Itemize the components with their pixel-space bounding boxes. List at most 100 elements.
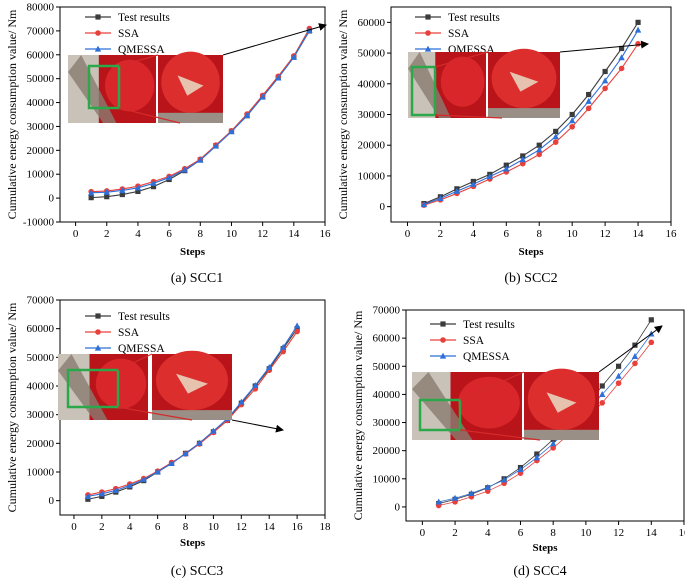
x-tick-label: 0 xyxy=(73,228,79,240)
legend-label: Test results xyxy=(118,12,170,24)
y-tick-label: 60000 xyxy=(373,333,401,345)
x-tick-label: 6 xyxy=(518,527,524,539)
data-point xyxy=(517,466,524,473)
inset-connector-line xyxy=(434,114,503,119)
y-tick-label: 0 xyxy=(380,201,386,213)
x-axis-label: Steps xyxy=(518,246,544,258)
data-point xyxy=(212,142,220,149)
data-point xyxy=(98,490,106,497)
data-point xyxy=(84,492,92,499)
legend-label: Test results xyxy=(463,319,515,331)
inset-connector-line xyxy=(118,107,181,124)
series-line xyxy=(438,333,652,503)
series-line xyxy=(423,22,639,205)
legend-marker xyxy=(95,14,101,20)
series-qmessa xyxy=(420,26,642,208)
x-tick-label: 10 xyxy=(226,228,238,240)
data-point xyxy=(210,427,217,434)
panel-caption: (b) SCC2 xyxy=(504,271,557,286)
legend-label: SSA xyxy=(448,28,470,40)
data-point xyxy=(279,343,287,350)
data-point xyxy=(484,483,491,490)
inset-photo-base xyxy=(158,112,223,123)
chart-panel-1: 0 2 4 6 8 10 12 14 16 -10000 0 10000 20000 30000 40000… xyxy=(5,2,331,287)
data-point xyxy=(599,391,606,397)
y-tick-label: 70000 xyxy=(27,295,55,307)
x-tick-label: 2 xyxy=(452,527,458,539)
legend-label: Test results xyxy=(448,12,500,24)
y-tick-label: 20000 xyxy=(373,445,401,457)
data-point xyxy=(615,372,622,379)
data-point xyxy=(534,451,540,457)
inset-photo-0-1 xyxy=(158,51,223,123)
x-tick-label: 2 xyxy=(438,228,444,240)
x-axis-label: Steps xyxy=(532,542,558,554)
x-tick-label: 14 xyxy=(288,228,300,240)
chart-panel-3: 0 2 4 6 8 10 12 14 16 18 0 10000 20000 30000 40000 5000… xyxy=(5,295,331,580)
series-line xyxy=(87,325,298,497)
x-tick-label: 8 xyxy=(198,228,204,240)
data-point xyxy=(294,326,300,332)
data-point xyxy=(635,41,641,47)
legend-marker xyxy=(440,337,446,343)
inset-connector-line xyxy=(459,429,541,441)
y-tick-label: 60000 xyxy=(27,49,55,61)
inset-photo-base xyxy=(524,429,599,440)
inset-photo-3-0 xyxy=(412,372,522,440)
legend-marker xyxy=(439,352,447,359)
inset-connector-line xyxy=(118,54,159,67)
data-point xyxy=(599,383,605,389)
data-point xyxy=(599,400,606,406)
data-point xyxy=(550,445,556,451)
inset-connector-line xyxy=(434,51,489,68)
y-tick-label: 0 xyxy=(49,193,55,205)
data-point xyxy=(618,54,625,61)
inset-photo-shadow xyxy=(68,55,117,123)
y-tick-label: 60000 xyxy=(27,323,55,335)
data-point xyxy=(290,53,298,60)
data-point xyxy=(135,188,141,195)
annotation-arrow xyxy=(222,23,327,56)
data-point xyxy=(618,45,625,52)
data-point xyxy=(602,68,608,75)
data-point xyxy=(150,179,157,186)
data-point xyxy=(119,191,125,198)
x-axis-label: Steps xyxy=(180,537,206,549)
y-tick-label: -10000 xyxy=(23,217,55,229)
x-tick-label: 16 xyxy=(292,521,304,533)
series-qmessa xyxy=(87,27,313,196)
x-tick-label: 4 xyxy=(127,521,133,533)
x-axis-label: Steps xyxy=(180,246,206,258)
y-tick-label: 50000 xyxy=(27,73,55,85)
y-tick-label: 20000 xyxy=(27,438,55,450)
inset-highlight-box-0 xyxy=(87,64,121,110)
data-point xyxy=(568,117,576,124)
x-tick-label: 0 xyxy=(420,527,426,539)
data-point xyxy=(181,166,188,173)
data-point xyxy=(238,398,245,405)
data-point xyxy=(585,105,592,112)
data-point xyxy=(585,97,592,104)
data-point xyxy=(549,440,557,447)
legend-marker xyxy=(95,313,101,319)
y-tick-label: 0 xyxy=(395,501,401,513)
data-point xyxy=(182,450,189,457)
data-point xyxy=(197,156,204,163)
series-qmessa xyxy=(84,322,301,499)
y-tick-label: 30000 xyxy=(373,417,401,429)
x-tick-label: 6 xyxy=(166,228,172,240)
data-point xyxy=(420,201,428,208)
legend-marker xyxy=(95,30,101,36)
x-tick-label: 14 xyxy=(633,228,645,240)
y-tick-label: 50000 xyxy=(27,352,55,364)
chart-panel-4: 0 2 4 6 8 10 12 14 16 0 10000 20000 30000 40000 50000 6… xyxy=(351,305,685,580)
data-point xyxy=(552,133,559,140)
inset-photo-highlight xyxy=(440,56,485,107)
inset-highlight-box-3 xyxy=(418,398,462,432)
y-axis-label: Cumulative energy consumption value/ Nm xyxy=(5,9,19,219)
x-tick-label: 4 xyxy=(471,228,477,240)
y-tick-label: 30000 xyxy=(27,121,55,133)
data-point xyxy=(536,142,542,148)
inset-photo-crack xyxy=(177,75,204,96)
